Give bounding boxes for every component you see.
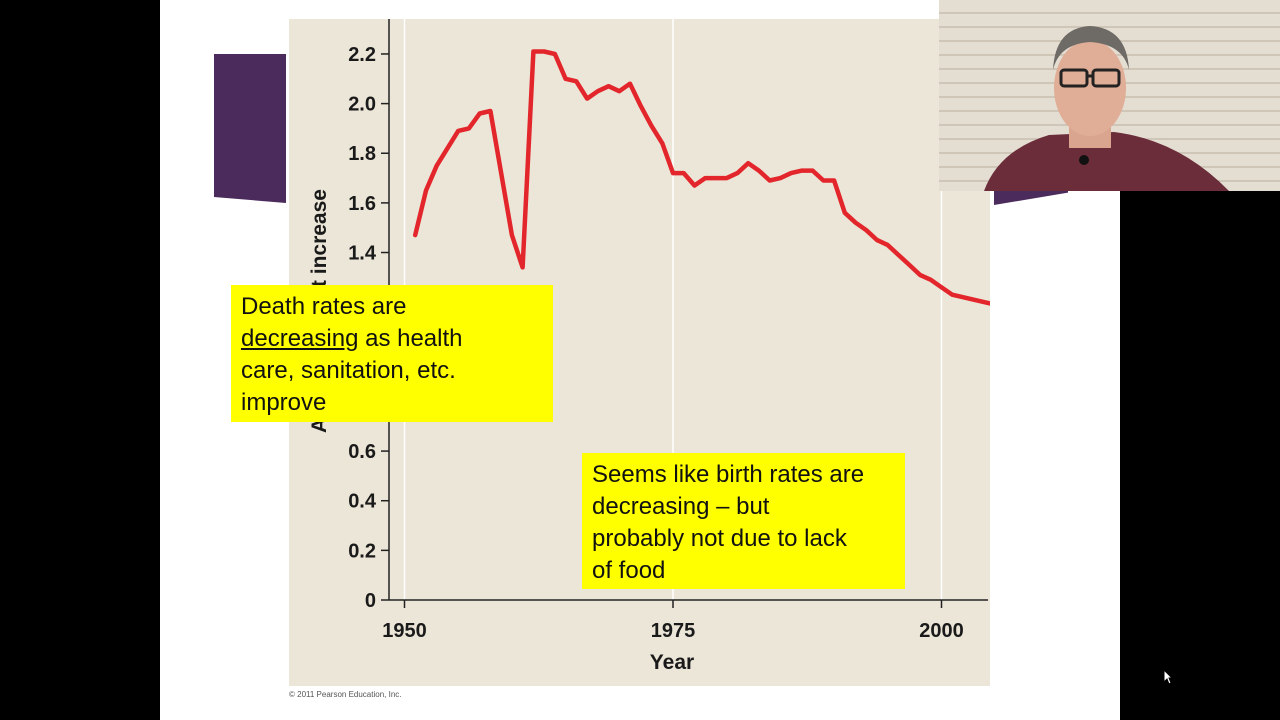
presenter-webcam-image bbox=[984, 26, 1229, 191]
death-rates-note: Death rates are decreasing as health car… bbox=[231, 285, 553, 422]
y-tick-label-1.6: 1.6 bbox=[348, 193, 376, 215]
death-note-line-2: decreasing as health bbox=[241, 323, 543, 355]
birth-note-line-2: decreasing – but bbox=[592, 493, 770, 520]
y-tick-label-0.6: 0.6 bbox=[348, 441, 376, 463]
presenter-webcam bbox=[939, 0, 1280, 191]
death-note-line-3: care, sanitation, etc. bbox=[241, 357, 456, 384]
y-tick-label-0.4: 0.4 bbox=[348, 491, 377, 513]
x-axis-title: Year bbox=[650, 651, 694, 674]
death-note-underlined-word: decreasing bbox=[241, 325, 359, 352]
x-tick-label-2000: 2000 bbox=[919, 620, 964, 642]
y-tick-label-0: 0 bbox=[365, 590, 376, 612]
death-note-line-2-rest: as health bbox=[358, 325, 463, 352]
slide-accent-shape bbox=[214, 54, 286, 203]
x-tick-label-1975: 1975 bbox=[651, 620, 696, 642]
birth-note-line-3: probably not due to lack bbox=[592, 525, 847, 552]
y-tick-label-2.2: 2.2 bbox=[348, 44, 376, 66]
historical-series-line bbox=[412, 49, 990, 306]
copyright-notice: © 2011 Pearson Education, Inc. bbox=[289, 690, 402, 699]
y-tick-label-0.2: 0.2 bbox=[348, 540, 376, 562]
death-note-line-4: improve bbox=[241, 389, 327, 416]
death-note-line-1: Death rates are bbox=[241, 293, 407, 320]
birth-note-line-1: Seems like birth rates are bbox=[592, 461, 865, 488]
mouse-pointer-icon bbox=[1163, 669, 1173, 685]
y-tick-label-1.8: 1.8 bbox=[348, 143, 376, 165]
y-tick-label-1.4: 1.4 bbox=[348, 243, 377, 265]
birth-note-line-4: of food bbox=[592, 557, 666, 584]
x-tick-label-1950: 1950 bbox=[382, 620, 427, 642]
birth-rates-note: Seems like birth rates are decreasing – … bbox=[582, 453, 905, 589]
y-tick-label-2.0: 2.0 bbox=[348, 94, 376, 116]
